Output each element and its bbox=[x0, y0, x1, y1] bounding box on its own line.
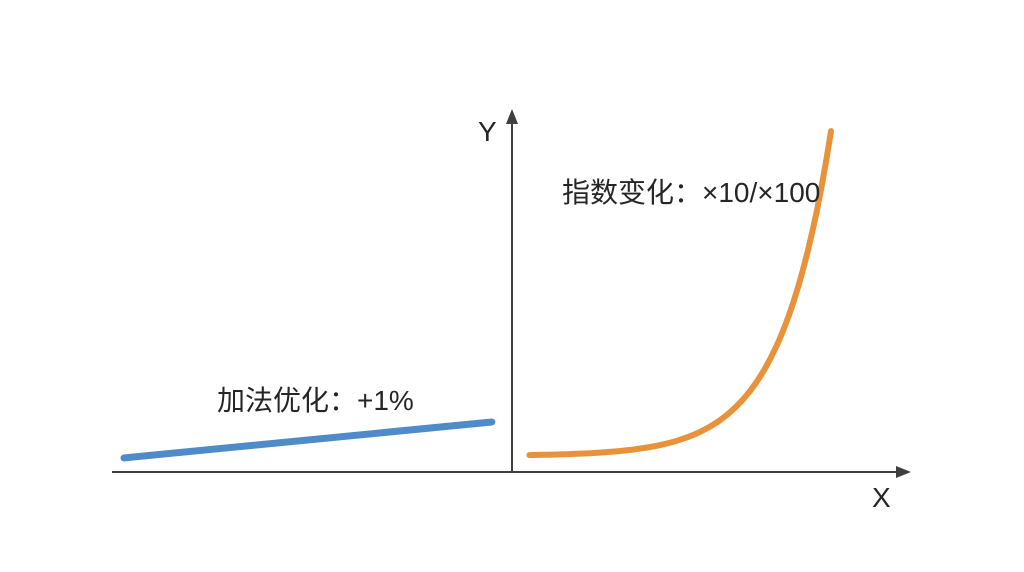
x-axis-arrowhead bbox=[896, 466, 911, 478]
y-axis-arrowhead bbox=[506, 109, 518, 124]
additive-series-label: 加法优化：+1% bbox=[217, 385, 414, 416]
exponential-series-label: 指数变化：×10/×100 bbox=[562, 177, 821, 208]
x-axis-label: X bbox=[872, 482, 891, 513]
exponential-curve-series bbox=[526, 128, 834, 459]
additive-line-series bbox=[120, 418, 496, 462]
y-axis-label: Y bbox=[478, 116, 497, 147]
